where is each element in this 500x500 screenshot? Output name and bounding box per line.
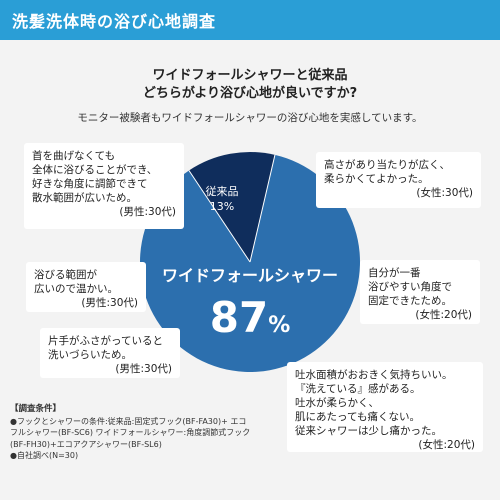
callout-4-line-2: 浴びやすい角度で xyxy=(368,281,452,293)
callout-5-line-1: 片手がふさがっていると xyxy=(48,335,163,347)
callout-6: 吐水面積がおおきく気持ちいい。 『洗えている』感がある。 吐水が柔らかく、 肌に… xyxy=(287,362,483,452)
callout-1-line-3: 好きな角度に調節できて xyxy=(32,178,148,190)
pie-separator-1 xyxy=(188,170,251,263)
pie-slices xyxy=(140,152,361,372)
notes-item-1: ●フックとシャワーの条件:従来品:固定式フック(BF-FA30)+ エコ xyxy=(10,416,247,426)
question-line-2: どちらがより浴び心地が良いですか? xyxy=(142,86,358,101)
survey-notes: 【調査条件】 ●フックとシャワーの条件:従来品:固定式フック(BF-FA30)+… xyxy=(10,404,270,462)
callout-6-attr: (女性:20代) xyxy=(418,439,475,451)
header-bar: 洗髪洗体時の浴び心地調査 xyxy=(0,0,500,40)
callout-6-line-4: 肌にあたっても痛くない。 xyxy=(295,411,420,423)
callout-3-line-1: 浴びる範囲が xyxy=(34,269,97,281)
pie-value-number: 87 xyxy=(210,293,268,342)
callout-6-line-2: 『洗えている』感がある。 xyxy=(295,383,421,395)
pie-value-wide-fall-shower: 87% xyxy=(210,293,291,342)
callout-5: 片手がふさがっていると 洗いづらいため。 (男性:30代) xyxy=(40,328,180,378)
notes-item-2: フルシャワー(BF-SC6) ワイドフォールシャワー:角度調節式フック xyxy=(10,428,251,437)
callout-4-attr: (女性:20代) xyxy=(415,309,472,321)
callout-3: 浴びる範囲が 広いので温かい。 (男性:30代) xyxy=(26,262,146,312)
callout-2-line-2: 柔らかくてよかった。 xyxy=(324,173,429,185)
callout-6-line-1: 吐水面積がおおきく気持ちいい。 xyxy=(295,369,453,381)
pie-slice-conventional xyxy=(188,152,275,262)
pie-value-conventional: 13% xyxy=(210,200,234,213)
callout-4: 自分が一番 浴びやすい角度で 固定できたため。 (女性:20代) xyxy=(360,260,480,324)
pie-slice-wide-fall-shower xyxy=(140,154,361,372)
callout-3-attr: (男性:30代) xyxy=(81,297,138,309)
callout-3-line-2: 広いので温かい。 xyxy=(34,283,118,295)
callout-1-line-2: 全体に浴びることができ、 xyxy=(32,164,158,176)
header-title: 洗髪洗体時の浴び心地調査 xyxy=(12,12,217,31)
pie-label-conventional: 従来品 xyxy=(206,185,239,198)
callout-5-attr: (男性:30代) xyxy=(115,363,172,375)
question-subtitle: モニター被験者もワイドフォールシャワーの浴び心地を実感しています。 xyxy=(77,112,423,124)
callout-6-line-5: 従来シャワーは少し痛かった。 xyxy=(295,425,442,437)
notes-title: 【調査条件】 xyxy=(10,404,62,414)
callout-1-line-1: 首を曲げなくても xyxy=(32,150,116,162)
question-line-1: ワイドフォールシャワーと従来品 xyxy=(152,68,348,83)
callout-1-line-4: 散水範囲が広いため。 xyxy=(32,192,137,204)
pie-labels: 従来品 13% ワイドフォールシャワー 87% xyxy=(162,185,338,342)
callout-4-line-3: 固定できたため。 xyxy=(368,295,452,307)
callout-1-attr: (男性:30代) xyxy=(119,206,176,218)
notes-item-4: ●自社調べ(N=30) xyxy=(10,451,79,460)
callout-2-attr: (女性:30代) xyxy=(416,187,473,199)
pie-value-unit: % xyxy=(268,313,290,338)
callout-2: 高さがあり当たりが広く、 柔らかくてよかった。 (女性:30代) xyxy=(316,152,481,208)
callout-2-line-1: 高さがあり当たりが広く、 xyxy=(324,159,450,171)
pie-label-wide-fall-shower: ワイドフォールシャワー xyxy=(162,266,338,285)
callout-1: 首を曲げなくても 全体に浴びることができ、 好きな角度に調節できて 散水範囲が広… xyxy=(24,143,184,229)
callout-6-line-3: 吐水が柔らかく、 xyxy=(295,397,379,409)
callout-4-line-1: 自分が一番 xyxy=(368,267,421,279)
callout-5-line-2: 洗いづらいため。 xyxy=(48,349,132,361)
pie-separator-2 xyxy=(249,154,276,263)
notes-item-3: (BF-FH30)+エコアクアシャワー(BF-SL6) xyxy=(10,439,162,449)
